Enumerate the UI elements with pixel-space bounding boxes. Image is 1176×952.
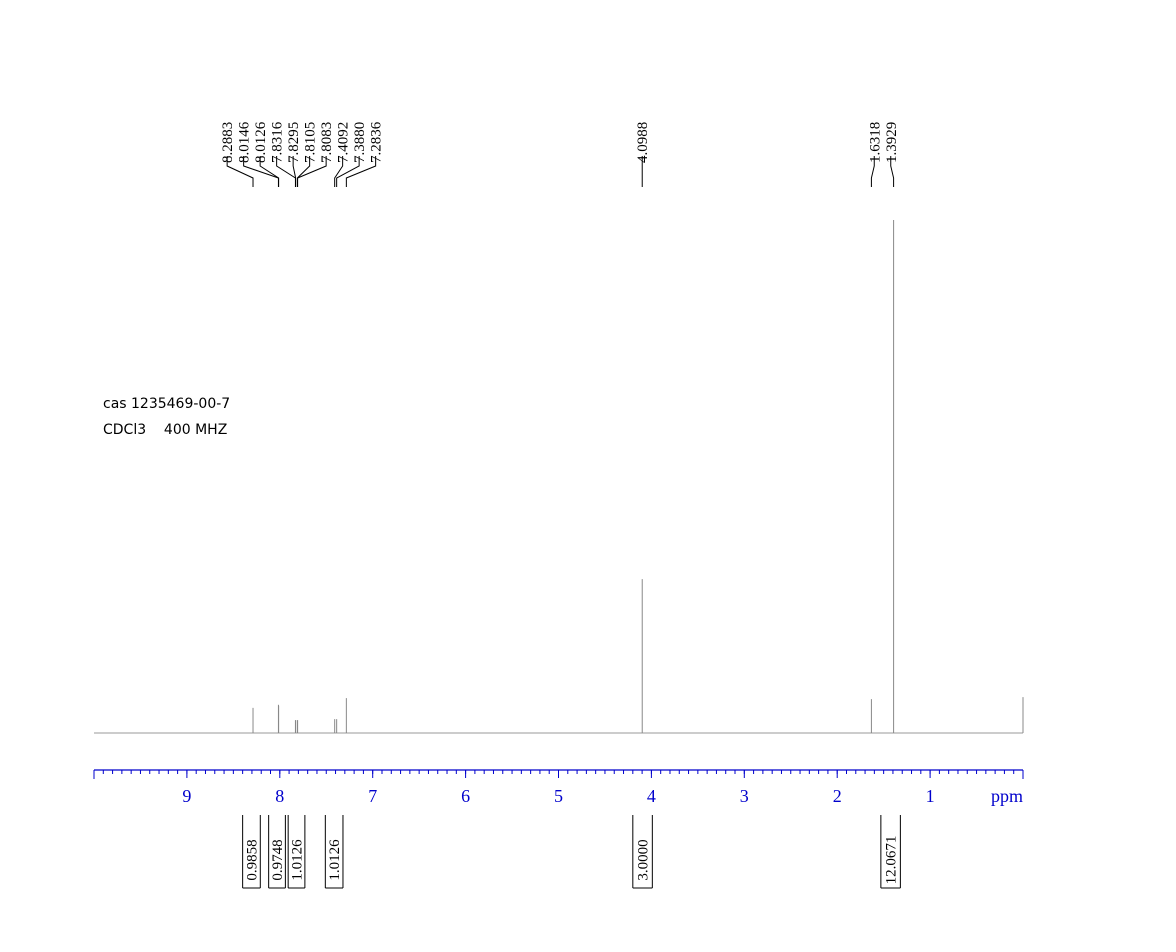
x-tick-label: 6 [461,786,470,806]
peak-label: 1.6318 [867,122,883,163]
x-tick-label: 9 [182,786,191,806]
x-tick-label: 2 [833,786,842,806]
x-tick-label: 1 [926,786,935,806]
x-tick-label: 3 [740,786,749,806]
peak-label: 7.8316 [270,121,286,163]
peak-label-connector [870,156,875,187]
peak-label-connector [890,156,895,187]
peak-label: 7.8083 [319,122,335,163]
peak-label-connector [226,156,254,187]
peak-label: 7.4092 [336,122,352,163]
peak-label: 4.0988 [635,122,651,163]
peak-label: 8.2883 [220,122,236,163]
integral-label: 0.9858 [244,839,260,880]
peak-label: 7.8295 [286,122,302,163]
peak-label-connector [259,156,280,187]
peak-label-connector [292,156,297,187]
x-axis-label: ppm [991,786,1023,806]
integral-label: 1.0126 [290,839,306,881]
peak-label: 8.0126 [253,121,269,163]
peak-label-connector [336,156,360,187]
peak-label-connector [345,156,377,187]
peak-label-connector [334,156,344,187]
annotation: cas 1235469-00-7 [103,396,230,412]
x-tick-label: 8 [275,786,284,806]
peak-label: 8.0146 [237,121,253,163]
integral-label: 3.0000 [636,839,652,880]
integral-label: 12.0671 [884,836,900,885]
peak-label-connector [297,156,327,187]
annotation: CDCl3 400 MHZ [103,422,227,438]
integral-label: 1.0126 [327,839,343,881]
peak-label: 7.3880 [352,122,368,163]
x-tick-label: 5 [554,786,563,806]
x-tick-label: 4 [647,786,656,806]
x-tick-label: 7 [368,786,377,806]
peak-label: 1.3929 [884,122,900,163]
peak-label: 7.8105 [303,122,319,163]
integral-label: 0.9748 [270,839,286,880]
peak-label: 7.2836 [369,121,385,163]
